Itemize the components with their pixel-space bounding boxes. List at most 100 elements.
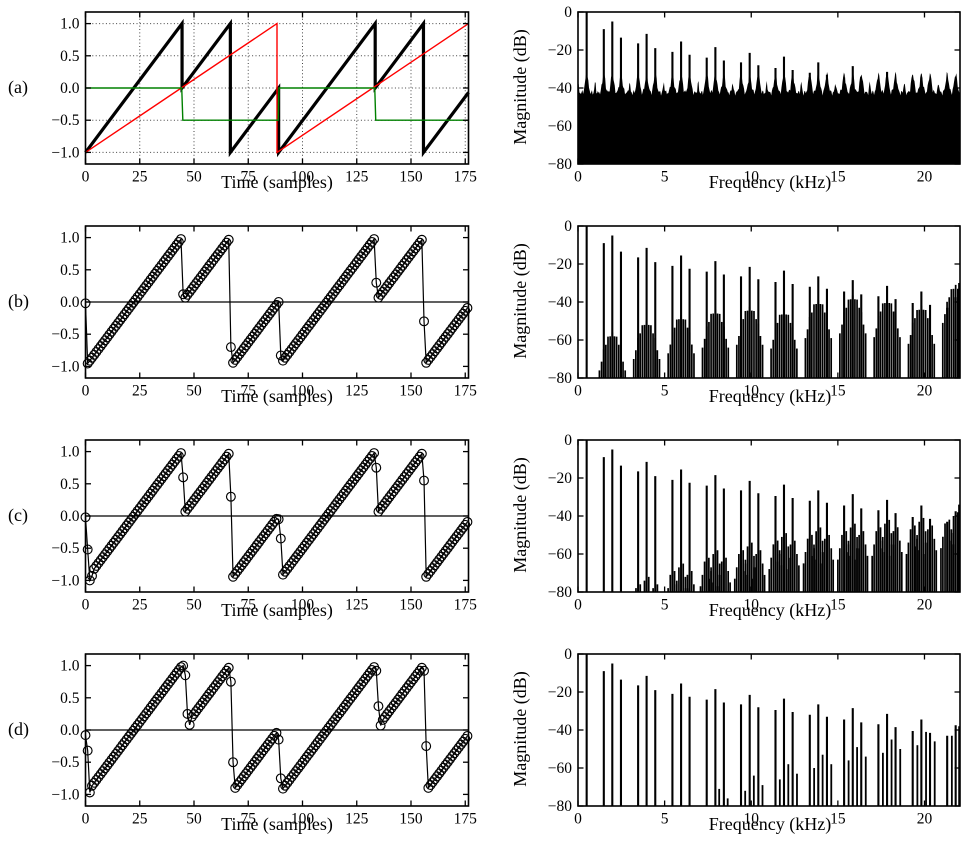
- sample-marker: [178, 660, 189, 671]
- y-tick-label: −60: [548, 332, 572, 349]
- x-tick-label: 175: [454, 169, 478, 186]
- sample-marker: [421, 741, 432, 752]
- axes-border: [577, 439, 961, 593]
- sample-marker: [275, 533, 286, 544]
- y-tick-label: −20: [548, 256, 572, 273]
- x-tick-label: 20: [917, 811, 933, 828]
- y-tick-label: −1.0: [51, 358, 79, 375]
- sample-marker: [82, 745, 93, 756]
- y-tick-label: −60: [548, 118, 572, 135]
- sample-marker: [221, 237, 232, 248]
- x-tick-label: 150: [399, 169, 423, 186]
- sample-marker: [371, 462, 382, 473]
- noise-floor: [578, 71, 960, 164]
- sample-marker: [419, 665, 429, 676]
- x-tick-label: 0: [574, 383, 582, 400]
- sample-marker: [416, 448, 427, 459]
- x-tick-label: 75: [240, 811, 256, 828]
- y-tick-label: −80: [548, 156, 572, 173]
- x-tick-label: 125: [345, 383, 369, 400]
- x-tick-label: 10: [743, 811, 759, 828]
- sample-marker: [82, 544, 93, 555]
- x-tick-label: 25: [132, 169, 148, 186]
- sample-marker: [414, 665, 425, 676]
- sample-marker: [223, 234, 234, 245]
- sample-marker: [225, 491, 236, 502]
- x-tick-label: 5: [661, 597, 669, 614]
- sample-marker: [173, 236, 184, 247]
- sample-marker: [225, 342, 236, 353]
- x-tick-label: 125: [345, 169, 369, 186]
- x-tick-label: 50: [186, 597, 202, 614]
- x-tick-label: 150: [399, 811, 423, 828]
- axes-border: [84, 11, 470, 165]
- y-tick-label: −0.5: [51, 326, 79, 343]
- y-tick-label: −60: [548, 546, 572, 563]
- sample-marker: [462, 516, 473, 527]
- sample-marker: [369, 448, 380, 459]
- time-plot-c: 0 25 50 75 100 125 150 175 1.0 0.5 0.0 −0.5 −1.0: [51, 439, 477, 614]
- y-tick-label: 0.0: [60, 294, 80, 311]
- y-tick-label: 0: [564, 218, 572, 235]
- y-tick-label: −40: [548, 80, 572, 97]
- y-tick-label: −40: [548, 508, 572, 525]
- sample-marker: [221, 451, 232, 462]
- y-tick-label: −20: [548, 42, 572, 59]
- y-tick-label: −20: [548, 684, 572, 701]
- sample-marker: [225, 676, 236, 687]
- y-tick-label: 1.0: [60, 658, 80, 675]
- x-tick-label: 15: [830, 383, 846, 400]
- sample-marker: [223, 662, 234, 673]
- sample-marker: [273, 297, 284, 307]
- spectrum-plot-d: 0 5 10 15 20 0 −20 −40 −60 −80: [548, 646, 961, 828]
- y-tick-label: −0.5: [51, 754, 79, 771]
- x-tick-label: 50: [186, 169, 202, 186]
- y-tick-label: 0.5: [60, 262, 80, 279]
- sample-marker: [462, 730, 473, 741]
- axes-border: [577, 11, 961, 165]
- spectrum-ylabel-d: Magnitude (dB): [510, 671, 530, 787]
- axes-border: [577, 225, 961, 379]
- y-tick-label: −80: [548, 584, 572, 601]
- sample-marker: [271, 727, 282, 738]
- x-tick-label: 25: [132, 383, 148, 400]
- time-xlabel-d: Time (samples): [221, 814, 333, 834]
- y-tick-label: 0.5: [60, 48, 80, 65]
- x-tick-label: 150: [399, 597, 423, 614]
- y-tick-label: 1.0: [60, 444, 80, 461]
- x-tick-label: 100: [291, 811, 315, 828]
- y-tick-label: −40: [548, 722, 572, 739]
- x-tick-label: 20: [917, 169, 933, 186]
- y-tick-label: 0.0: [60, 722, 80, 739]
- x-tick-label: 175: [454, 383, 478, 400]
- x-tick-label: 0: [574, 169, 582, 186]
- x-tick-label: 50: [186, 383, 202, 400]
- sample-marker: [180, 670, 191, 681]
- x-tick-label: 15: [830, 597, 846, 614]
- axes-border: [84, 653, 470, 807]
- spectrum-plot-c: 0 5 10 15 20 0 −20 −40 −60 −80: [548, 432, 961, 614]
- sample-marker: [416, 662, 427, 673]
- time-xlabel-c: Time (samples): [221, 600, 333, 620]
- x-tick-label: 125: [345, 597, 369, 614]
- axes-border: [84, 439, 470, 593]
- y-tick-label: −1.0: [51, 572, 79, 589]
- sample-marker: [414, 237, 425, 248]
- x-tick-label: 75: [240, 169, 256, 186]
- y-tick-label: 0: [564, 4, 572, 21]
- time-plot-b: 0 25 50 75 100 125 150 175 1.0 0.5 0.0 −0.5 −1.0: [51, 225, 478, 400]
- sample-marker: [462, 302, 473, 313]
- x-tick-label: 5: [661, 383, 669, 400]
- y-tick-label: 1.0: [60, 230, 80, 247]
- y-tick-label: 0: [564, 646, 572, 663]
- freq-xlabel-b: Frequency (kHz): [708, 386, 832, 406]
- waveform-offset-square: [85, 87, 469, 121]
- sample-marker: [273, 734, 284, 745]
- sample-marker: [366, 664, 377, 675]
- y-tick-label: 0.5: [60, 690, 80, 707]
- x-tick-label: 0: [82, 811, 90, 828]
- sample-marker: [414, 451, 425, 462]
- spectrum-ylabel-a: Magnitude (dB): [510, 29, 530, 145]
- x-tick-label: 125: [345, 811, 369, 828]
